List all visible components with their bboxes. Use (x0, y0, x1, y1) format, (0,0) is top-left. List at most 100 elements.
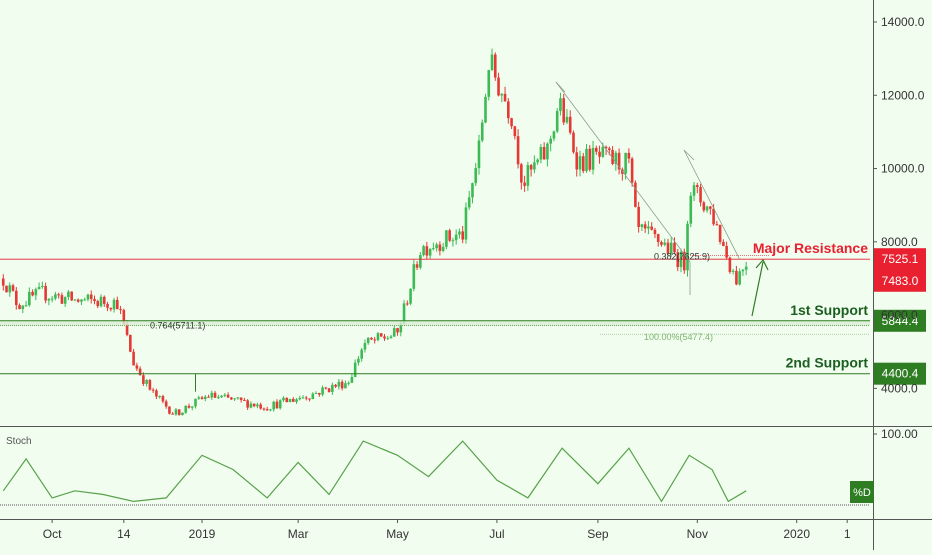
candle-body (513, 126, 517, 137)
candle-body (363, 343, 367, 350)
candle-body (122, 309, 126, 324)
stoch-title: Stoch (6, 436, 32, 447)
x-tick-label: 2020 (783, 527, 810, 541)
candle-body (728, 257, 732, 272)
candle-body (86, 294, 90, 300)
candle-body (666, 242, 670, 254)
candle-body (725, 245, 728, 258)
candle-body (647, 226, 650, 229)
candle-body (31, 291, 34, 296)
y-tick-label: 12000.0 (881, 88, 925, 102)
candle-body (709, 206, 712, 209)
candle-body (422, 246, 425, 256)
fib-trendline (683, 149, 695, 161)
candle-body (702, 202, 706, 211)
candle-body (236, 397, 240, 399)
current-price-tag (874, 269, 926, 292)
candle-body (575, 152, 579, 170)
candle-body (301, 397, 305, 399)
candle-body (389, 336, 393, 339)
candle-body (73, 299, 77, 301)
candle-body (340, 381, 344, 389)
candle-body (148, 379, 152, 390)
y-tick-label: 14000.0 (881, 15, 925, 29)
candle-body (373, 339, 377, 341)
candle-body (99, 296, 103, 307)
candle-body (47, 298, 51, 301)
candle-body (220, 395, 223, 398)
candle-body (366, 337, 370, 344)
candle-body (614, 152, 618, 164)
candle-body (712, 208, 715, 225)
candle-body (617, 152, 621, 170)
candle-body (282, 397, 285, 401)
candle-body (171, 413, 174, 415)
candle-body (386, 338, 390, 340)
candle-body (392, 328, 396, 337)
candle-body (275, 401, 279, 409)
candle-body (715, 224, 719, 226)
x-tick-label: 2019 (189, 527, 216, 541)
candle-body (93, 298, 96, 302)
candle-body (217, 397, 220, 399)
candle-body (451, 240, 455, 242)
candle-body (604, 146, 608, 149)
candle-body (516, 136, 520, 165)
candle-body (207, 396, 210, 398)
candle-body (184, 405, 188, 413)
candle-body (210, 392, 214, 398)
candle-body (520, 164, 523, 183)
candle-body (190, 406, 194, 408)
candle-body (60, 295, 64, 304)
candle-body (484, 96, 487, 123)
candle-body (562, 98, 566, 123)
candle-body (21, 305, 25, 310)
candle-body (203, 396, 207, 399)
candle-body (487, 70, 491, 97)
candle-body (503, 93, 507, 102)
level-name: Major Resistance (753, 240, 868, 256)
candle-body (304, 397, 308, 399)
candle-body (265, 409, 269, 411)
candle-body (656, 234, 660, 243)
candle-body (200, 397, 204, 399)
candle-body (529, 165, 533, 170)
x-tick-label: Oct (43, 527, 62, 541)
candle-body (311, 393, 315, 400)
candle-body (663, 242, 667, 245)
candle-body (510, 118, 513, 127)
candle-body (549, 138, 552, 144)
stoch-legend-box (850, 481, 874, 503)
candle-body (44, 285, 47, 301)
candle-body (298, 397, 302, 400)
candle-body (578, 156, 582, 170)
candle-body (138, 368, 142, 376)
x-tick-label: 14 (117, 527, 131, 541)
candle-body (331, 384, 334, 392)
fib-trendline (683, 149, 741, 261)
x-tick-label: May (386, 527, 409, 541)
projection-arrowhead (755, 258, 769, 271)
candle-body (230, 397, 233, 400)
candle-body (70, 291, 73, 301)
candle-body (125, 323, 129, 335)
candle-body (624, 152, 627, 174)
candle-body (705, 206, 709, 211)
candle-body (76, 299, 80, 302)
candle-body (669, 242, 673, 254)
candle-body (539, 146, 543, 160)
stoch-line (2, 440, 747, 503)
candle-body (321, 387, 324, 395)
current-price-value: 7483.0 (882, 274, 919, 288)
candle-body (552, 131, 556, 139)
candle-body (686, 223, 689, 271)
candle-body (464, 207, 468, 240)
candle-body (441, 246, 445, 251)
candle-body (673, 242, 676, 253)
annotations-layer: 0.382(7625.9) 0.764(5711.1) 100.00%(5477.4… (0, 81, 870, 342)
candle-body (174, 409, 178, 415)
level-name: 2nd Support (786, 355, 869, 371)
candle-body (194, 398, 197, 407)
